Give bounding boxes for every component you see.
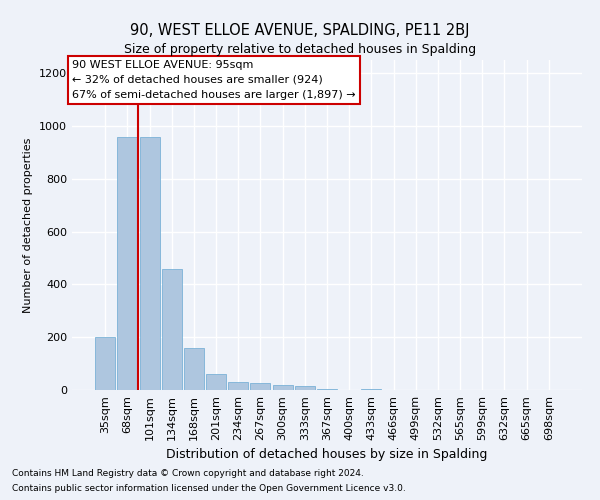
Bar [250,384,271,390]
Text: 90 WEST ELLOE AVENUE: 95sqm
← 32% of detached houses are smaller (924)
67% of se: 90 WEST ELLOE AVENUE: 95sqm ← 32% of det… [72,60,356,100]
Bar [228,382,248,390]
Bar [140,136,160,390]
X-axis label: Distribution of detached houses by size in Spalding: Distribution of detached houses by size … [166,448,488,462]
Bar [206,374,226,390]
Text: 90, WEST ELLOE AVENUE, SPALDING, PE11 2BJ: 90, WEST ELLOE AVENUE, SPALDING, PE11 2B… [130,22,470,38]
Text: Size of property relative to detached houses in Spalding: Size of property relative to detached ho… [124,42,476,56]
Bar [361,388,382,390]
Bar [317,388,337,390]
Bar [95,337,115,390]
Y-axis label: Number of detached properties: Number of detached properties [23,138,34,312]
Text: Contains HM Land Registry data © Crown copyright and database right 2024.: Contains HM Land Registry data © Crown c… [12,469,364,478]
Bar [184,348,204,390]
Bar [272,384,293,390]
Bar [162,268,182,390]
Bar [295,386,315,390]
Text: Contains public sector information licensed under the Open Government Licence v3: Contains public sector information licen… [12,484,406,493]
Bar [118,136,137,390]
